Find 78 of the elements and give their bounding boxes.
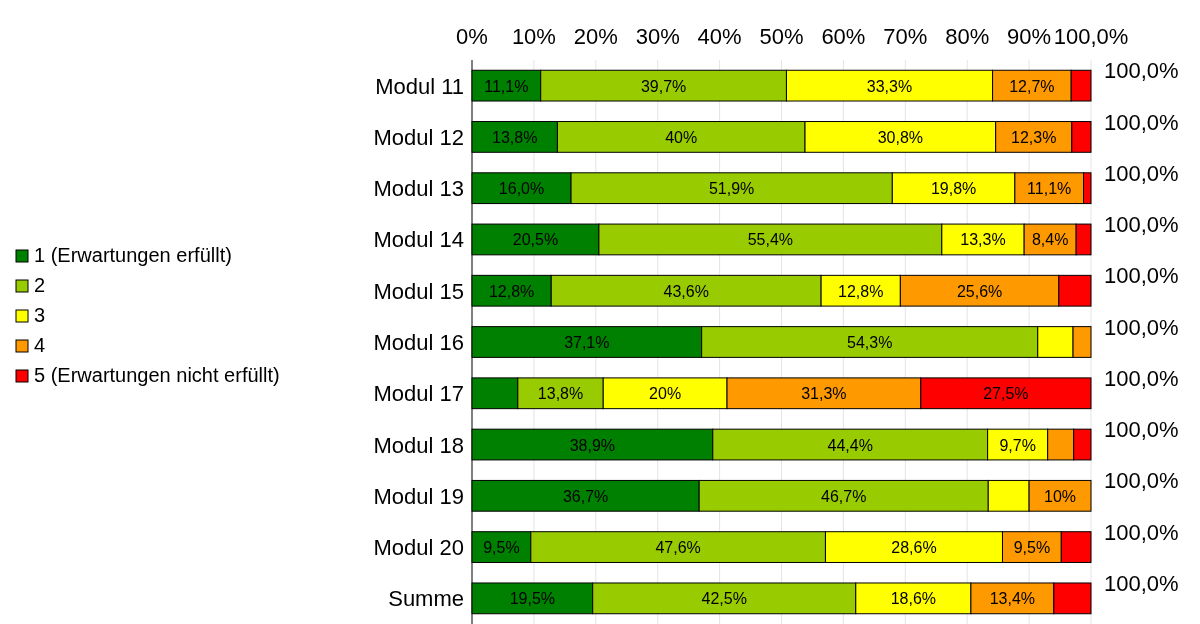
- data-label: 54,3%: [847, 334, 893, 351]
- y-tick-label: Modul 16: [373, 330, 464, 355]
- total-label: 100,0%: [1104, 212, 1179, 238]
- total-label: 100,0%: [1104, 519, 1179, 545]
- data-label: 30,8%: [877, 128, 924, 146]
- data-label: 12,8%: [488, 282, 535, 300]
- y-tick-label: Modul 18: [373, 432, 464, 458]
- data-label: 20%: [649, 385, 682, 403]
- y-tick-label: Modul 15: [373, 278, 464, 304]
- data-label: 13,8%: [492, 128, 538, 146]
- x-tick-label: 100,0%: [1053, 24, 1129, 49]
- data-label: 36,7%: [562, 487, 609, 505]
- y-tick-label: Modul 12: [373, 124, 464, 150]
- data-label: 11,1%: [484, 77, 529, 95]
- data-label: 13,8%: [537, 385, 584, 403]
- total-label: 100,0%: [1104, 417, 1179, 443]
- data-label: 13,3%: [960, 231, 1006, 249]
- legend-label: 1 (Erwartungen erfüllt): [34, 244, 232, 266]
- x-tick-label: 20%: [573, 24, 618, 49]
- x-tick-label: 10%: [511, 24, 556, 49]
- x-tick-label: 80%: [945, 24, 990, 49]
- y-tick-label: Modul 19: [373, 483, 464, 509]
- data-label: 8,4%: [1031, 231, 1069, 249]
- y-tick-label: Summe: [388, 586, 464, 612]
- legend-label: 5 (Erwartungen nicht erfüllt): [34, 364, 280, 386]
- data-label: 55,4%: [747, 231, 794, 249]
- total-label: 100,0%: [1104, 263, 1179, 289]
- total-label: 100,0%: [1104, 58, 1179, 84]
- data-label: 27,5%: [983, 385, 1029, 403]
- data-label: 42,5%: [701, 590, 747, 608]
- x-tick-label: 50%: [759, 24, 804, 49]
- data-label: 44,4%: [827, 436, 873, 454]
- y-tick-label: Modul 20: [373, 535, 464, 561]
- data-label: 33,3%: [866, 77, 913, 95]
- data-label: 9,5%: [1013, 539, 1051, 557]
- data-label: 12,8%: [838, 282, 884, 300]
- data-label: 28,6%: [891, 539, 937, 557]
- y-tick-label: Modul 17: [373, 381, 464, 407]
- x-tick-label: 60%: [821, 24, 866, 49]
- legend-label: 3: [34, 304, 46, 326]
- data-label: 47,6%: [655, 539, 701, 557]
- data-label: 9,7%: [999, 436, 1036, 454]
- total-label: 100,0%: [1104, 160, 1179, 186]
- data-label: 10%: [1044, 487, 1077, 505]
- data-label: 20,5%: [512, 231, 559, 249]
- data-label: 12,3%: [1011, 128, 1057, 146]
- total-label: 100,0%: [1104, 109, 1179, 135]
- legend-label: 2: [34, 274, 46, 296]
- x-tick-label: 0%: [456, 24, 488, 49]
- y-tick-label: Modul 14: [373, 227, 464, 253]
- data-label: 9,5%: [483, 539, 520, 557]
- x-tick-label: 70%: [883, 24, 928, 49]
- data-label: 38,9%: [569, 436, 616, 454]
- data-label: 12,7%: [1009, 77, 1055, 95]
- data-label: 16,0%: [498, 180, 545, 198]
- x-tick-label: 90%: [1007, 24, 1052, 49]
- data-label: 39,7%: [640, 77, 687, 95]
- x-tick-label: 30%: [635, 24, 680, 49]
- data-label: 46,7%: [821, 487, 867, 505]
- data-label: 40%: [665, 128, 698, 146]
- x-tick-label: 40%: [697, 24, 742, 49]
- y-tick-label: Modul 13: [373, 176, 464, 202]
- legend-label: 4: [34, 334, 46, 356]
- data-label: 19,5%: [509, 590, 556, 608]
- total-label: 100,0%: [1104, 365, 1179, 391]
- data-label: 51,9%: [708, 180, 755, 198]
- data-label: 43,6%: [663, 282, 709, 300]
- total-label: 100,0%: [1104, 570, 1179, 596]
- total-label: 100,0%: [1104, 468, 1179, 494]
- y-tick-label: Modul 11: [375, 73, 464, 99]
- data-label: 18,6%: [890, 590, 937, 608]
- data-label: 11,1%: [1027, 180, 1072, 198]
- data-label: 19,8%: [930, 180, 977, 198]
- data-label: 37,1%: [564, 334, 610, 351]
- total-label: 100,0%: [1104, 314, 1179, 340]
- data-label: 13,4%: [989, 590, 1036, 608]
- data-label: 25,6%: [956, 282, 1003, 300]
- data-label: 31,3%: [801, 385, 847, 403]
